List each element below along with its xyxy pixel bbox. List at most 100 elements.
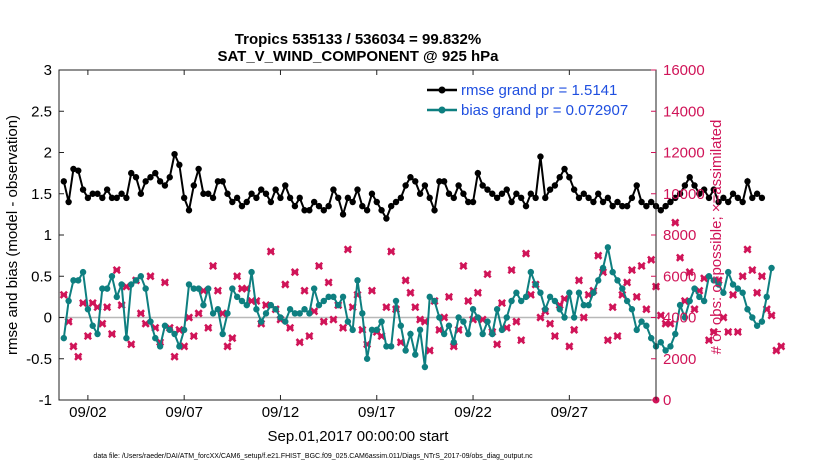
chart-title-line2: SAT_V_WIND_COMPONENT @ 925 hPa	[217, 48, 499, 65]
rmse-point	[359, 202, 366, 210]
obs-marker	[709, 327, 718, 337]
rmse-point	[142, 178, 149, 185]
rmse-point	[493, 194, 501, 202]
obs-marker	[512, 317, 521, 326]
rmse-point	[460, 190, 467, 197]
rmse-point	[320, 207, 327, 214]
bias-point	[70, 277, 77, 284]
rmse-point	[498, 190, 506, 197]
rmse-point	[407, 174, 414, 181]
obs-marker	[74, 352, 83, 361]
bias-point	[75, 277, 82, 284]
obs-marker	[208, 261, 218, 271]
bias-point	[638, 318, 645, 325]
bias-point	[628, 306, 636, 313]
rmse-point	[469, 198, 477, 206]
obs-marker	[324, 278, 333, 287]
rmse-point	[176, 161, 183, 169]
bias-point	[768, 264, 775, 272]
bias-point	[479, 330, 486, 338]
rmse-point	[585, 194, 592, 202]
rmse-point	[431, 207, 438, 214]
obs-marker	[194, 309, 203, 318]
bias-point	[619, 285, 626, 292]
obs-marker	[228, 334, 237, 343]
bias-point	[296, 310, 303, 317]
rmse-point	[383, 215, 390, 222]
x-tick-label: 09/02	[69, 404, 107, 421]
y-axis-label: rmse and bias (model - observation)	[4, 115, 21, 355]
bias-point	[306, 310, 313, 317]
obs-marker	[777, 342, 786, 351]
bias-point	[156, 343, 164, 350]
rmse-point	[233, 194, 241, 202]
rmse-point	[450, 194, 457, 202]
y-right-tick-label: 0	[663, 392, 671, 409]
obs-marker	[719, 313, 728, 322]
bias-point	[508, 297, 515, 305]
rmse-point	[344, 194, 352, 202]
bias-point	[301, 306, 308, 313]
bias-point	[89, 322, 96, 329]
obs-marker	[387, 247, 396, 256]
bias-point	[128, 281, 135, 288]
obs-marker	[444, 292, 454, 301]
x-axis-ticks: 09/02 09/07 09/12 09/17 09/22 09/27	[69, 70, 588, 421]
rmse-point	[508, 198, 515, 206]
obs-marker	[127, 340, 136, 349]
rmse-point	[749, 194, 756, 202]
y-tick-label: 0.5	[31, 268, 52, 285]
rmse-point	[243, 198, 250, 206]
bias-point	[272, 306, 279, 313]
rmse-point	[166, 174, 173, 181]
obs-marker	[671, 218, 680, 227]
obs-marker	[136, 309, 145, 318]
bias-point	[310, 285, 318, 292]
obs-marker	[728, 290, 738, 299]
rmse-point	[219, 178, 226, 185]
obs-marker	[204, 323, 213, 332]
bias-point	[205, 285, 212, 292]
obs-marker	[69, 342, 78, 351]
obs-marker	[343, 245, 352, 254]
bias-point	[484, 318, 491, 325]
bias-point	[180, 326, 188, 334]
rmse-point	[513, 190, 520, 197]
legend: rmse grand pr = 1.5141 bias grand pr = 0…	[423, 79, 650, 121]
rmse-point	[474, 169, 482, 177]
y-right-tick-label: 12000	[663, 145, 705, 162]
rmse-point	[84, 194, 92, 202]
rmse-point	[595, 190, 602, 197]
rmse-point	[200, 190, 207, 197]
bias-point	[166, 326, 173, 334]
y-tick-label: 2.5	[31, 103, 52, 120]
rmse-point	[758, 194, 766, 202]
rmse-point	[570, 186, 578, 193]
rmse-point	[123, 194, 130, 202]
rmse-point	[248, 190, 255, 197]
obs-marker	[622, 278, 632, 287]
x-axis-label: Sep.01,2017 00:00:00 start	[268, 428, 450, 445]
rmse-point	[291, 202, 299, 210]
bias-point	[715, 281, 722, 288]
obs-marker	[300, 286, 309, 295]
obs-marker	[574, 276, 584, 285]
bias-point	[354, 277, 361, 284]
bias-point	[152, 334, 159, 342]
x-tick-label: 09/22	[454, 404, 492, 421]
rmse-point	[79, 186, 87, 193]
rmse-point	[465, 198, 472, 206]
bias-point	[219, 330, 226, 338]
bias-point	[450, 339, 457, 346]
bias-point	[238, 297, 246, 305]
bias-point	[575, 289, 583, 296]
obs-marker	[160, 278, 170, 287]
obs-marker	[748, 265, 757, 275]
rmse-point	[657, 207, 665, 214]
bias-point	[253, 306, 260, 313]
y-axis-right-ticks: 16000 14000 12000 10000 8000 6000 4000 2000 0	[651, 62, 705, 409]
rmse-point	[416, 190, 424, 197]
obs-marker	[319, 317, 328, 326]
obs-marker	[637, 261, 646, 271]
